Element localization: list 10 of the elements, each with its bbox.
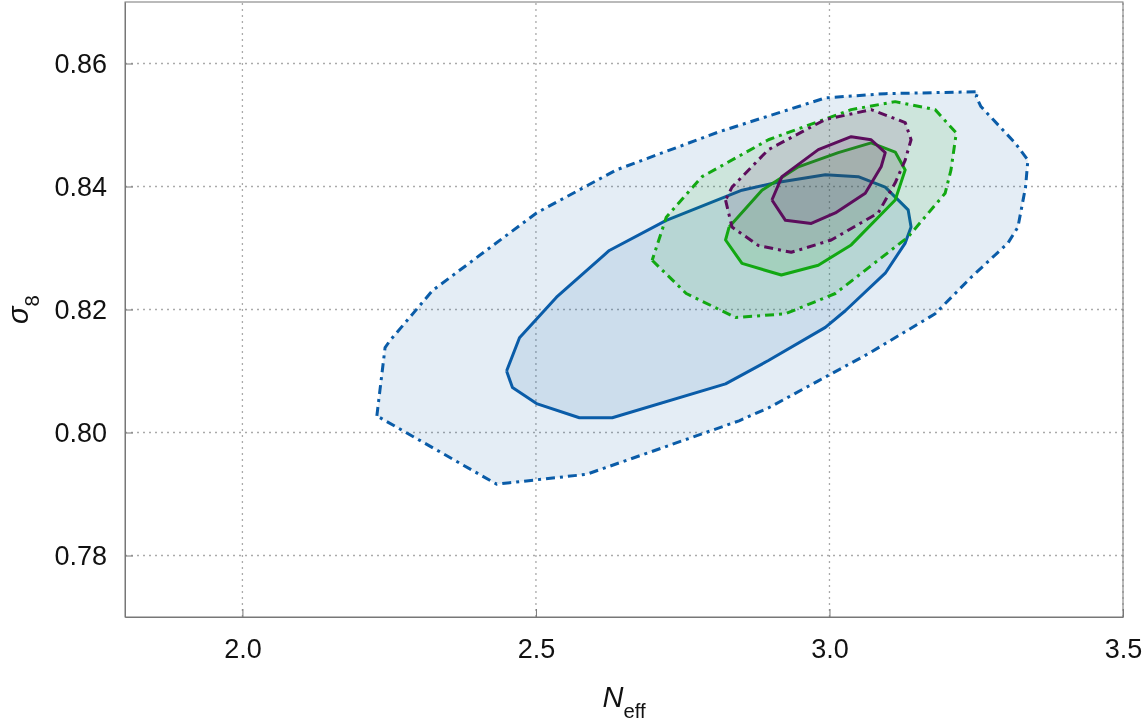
y-tick-label: 0.82 — [54, 294, 107, 325]
y-tick-label: 0.84 — [54, 171, 107, 202]
y-tick-label: 0.86 — [54, 48, 107, 79]
x-tick-label: 2.5 — [517, 634, 556, 665]
x-axis-title: N$_{eff}$ — [602, 681, 646, 721]
x-tick-label: 3.5 — [1104, 634, 1143, 665]
y-tick-label: 0.80 — [54, 417, 107, 448]
x-tick-label: 3.0 — [811, 634, 849, 665]
x-tick-label: 2.0 — [224, 634, 262, 665]
y-tick-label: 0.78 — [54, 540, 107, 571]
